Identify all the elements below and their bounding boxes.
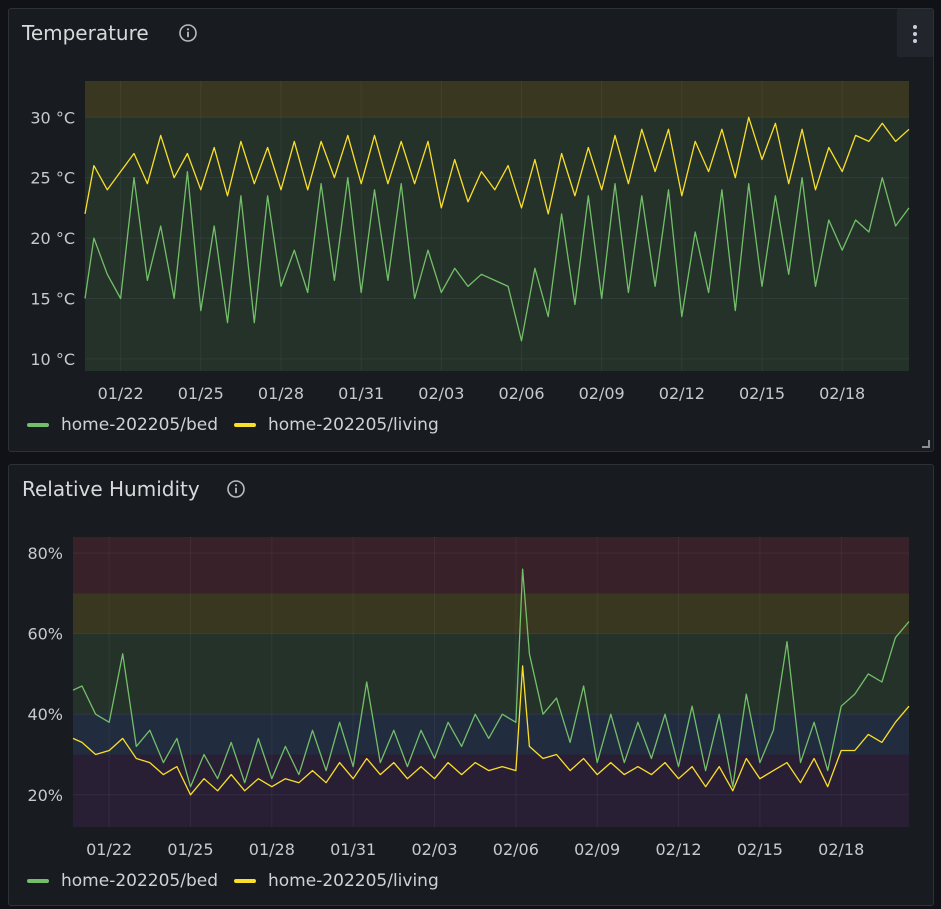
legend-label: home-202205/bed [61,871,218,891]
y-tick-label: 30 °C [30,108,75,127]
x-tick-label: 02/09 [574,840,620,859]
humidity-chart[interactable]: 20% 40% 60% 80% 01/22 01/25 01/28 01/31 02/03 02/… [9,465,935,907]
y-tick-label: 40% [27,705,63,724]
panel-title: Relative Humidity [22,477,200,501]
threshold-band [85,117,909,371]
panel-title: Temperature [22,21,149,45]
threshold-band [73,537,909,594]
x-tick-label: 01/31 [330,840,376,859]
x-tick-label: 02/12 [659,384,705,403]
legend-label: home-202205/living [268,415,439,435]
x-tick-label: 02/15 [737,840,783,859]
x-tick-label: 01/31 [338,384,384,403]
info-circle-icon[interactable] [227,480,245,498]
legend-swatch [27,879,49,883]
x-tick-label: 02/06 [493,840,539,859]
y-tick-label: 20% [27,786,63,805]
x-tick-label: 01/28 [258,384,304,403]
x-tick-label: 01/25 [178,384,224,403]
panel-header[interactable]: Relative Humidity [9,465,933,515]
info-circle-icon[interactable] [179,24,197,42]
x-tick-label: 01/28 [249,840,295,859]
y-tick-label: 80% [27,544,63,563]
legend-item-bed[interactable]: home-202205/bed [27,415,218,435]
threshold-band [73,593,909,634]
x-tick-label: 02/06 [498,384,544,403]
legend-item-living[interactable]: home-202205/living [234,871,439,891]
legend-item-bed[interactable]: home-202205/bed [27,871,218,891]
threshold-band [73,754,909,827]
resize-handle[interactable] [922,440,930,448]
threshold-band [85,81,909,118]
chart-legend: home-202205/bed home-202205/living [27,869,455,893]
x-tick-label: 02/15 [739,384,785,403]
y-tick-label: 20 °C [30,229,75,248]
panel-header[interactable]: Temperature [9,9,933,59]
series-line-living[interactable] [72,665,910,796]
legend-swatch [27,423,49,427]
series-line-bed[interactable] [84,170,910,342]
x-tick-label: 02/03 [411,840,457,859]
legend-label: home-202205/bed [61,415,218,435]
series-line-bed[interactable] [72,568,910,788]
temperature-panel: Temperature 10 °C 15 °C 20 °C 25 °C 30 °C 01/… [8,8,934,452]
x-tick-label: 01/25 [167,840,213,859]
humidity-panel: Relative Humidity 20% 40% 60% 80% 01/22 01/25… [8,464,934,906]
x-tick-label: 01/22 [86,840,132,859]
legend-swatch [234,423,256,427]
x-tick-label: 02/12 [655,840,701,859]
series-line-living[interactable] [84,116,910,215]
x-tick-label: 02/09 [579,384,625,403]
x-tick-label: 02/18 [818,840,864,859]
panel-menu-button[interactable] [897,9,933,57]
x-tick-label: 01/22 [98,384,144,403]
legend-label: home-202205/living [268,871,439,891]
x-tick-label: 02/18 [819,384,865,403]
y-tick-label: 60% [27,625,63,644]
y-tick-label: 15 °C [30,290,75,309]
chart-legend: home-202205/bed home-202205/living [27,413,455,437]
y-tick-label: 10 °C [30,350,75,369]
legend-item-living[interactable]: home-202205/living [234,415,439,435]
legend-swatch [234,879,256,883]
x-tick-label: 02/03 [418,384,464,403]
y-tick-label: 25 °C [30,169,75,188]
threshold-band [73,633,909,715]
temperature-chart[interactable]: 10 °C 15 °C 20 °C 25 °C 30 °C 01/22 01/25 01/28… [9,9,935,453]
